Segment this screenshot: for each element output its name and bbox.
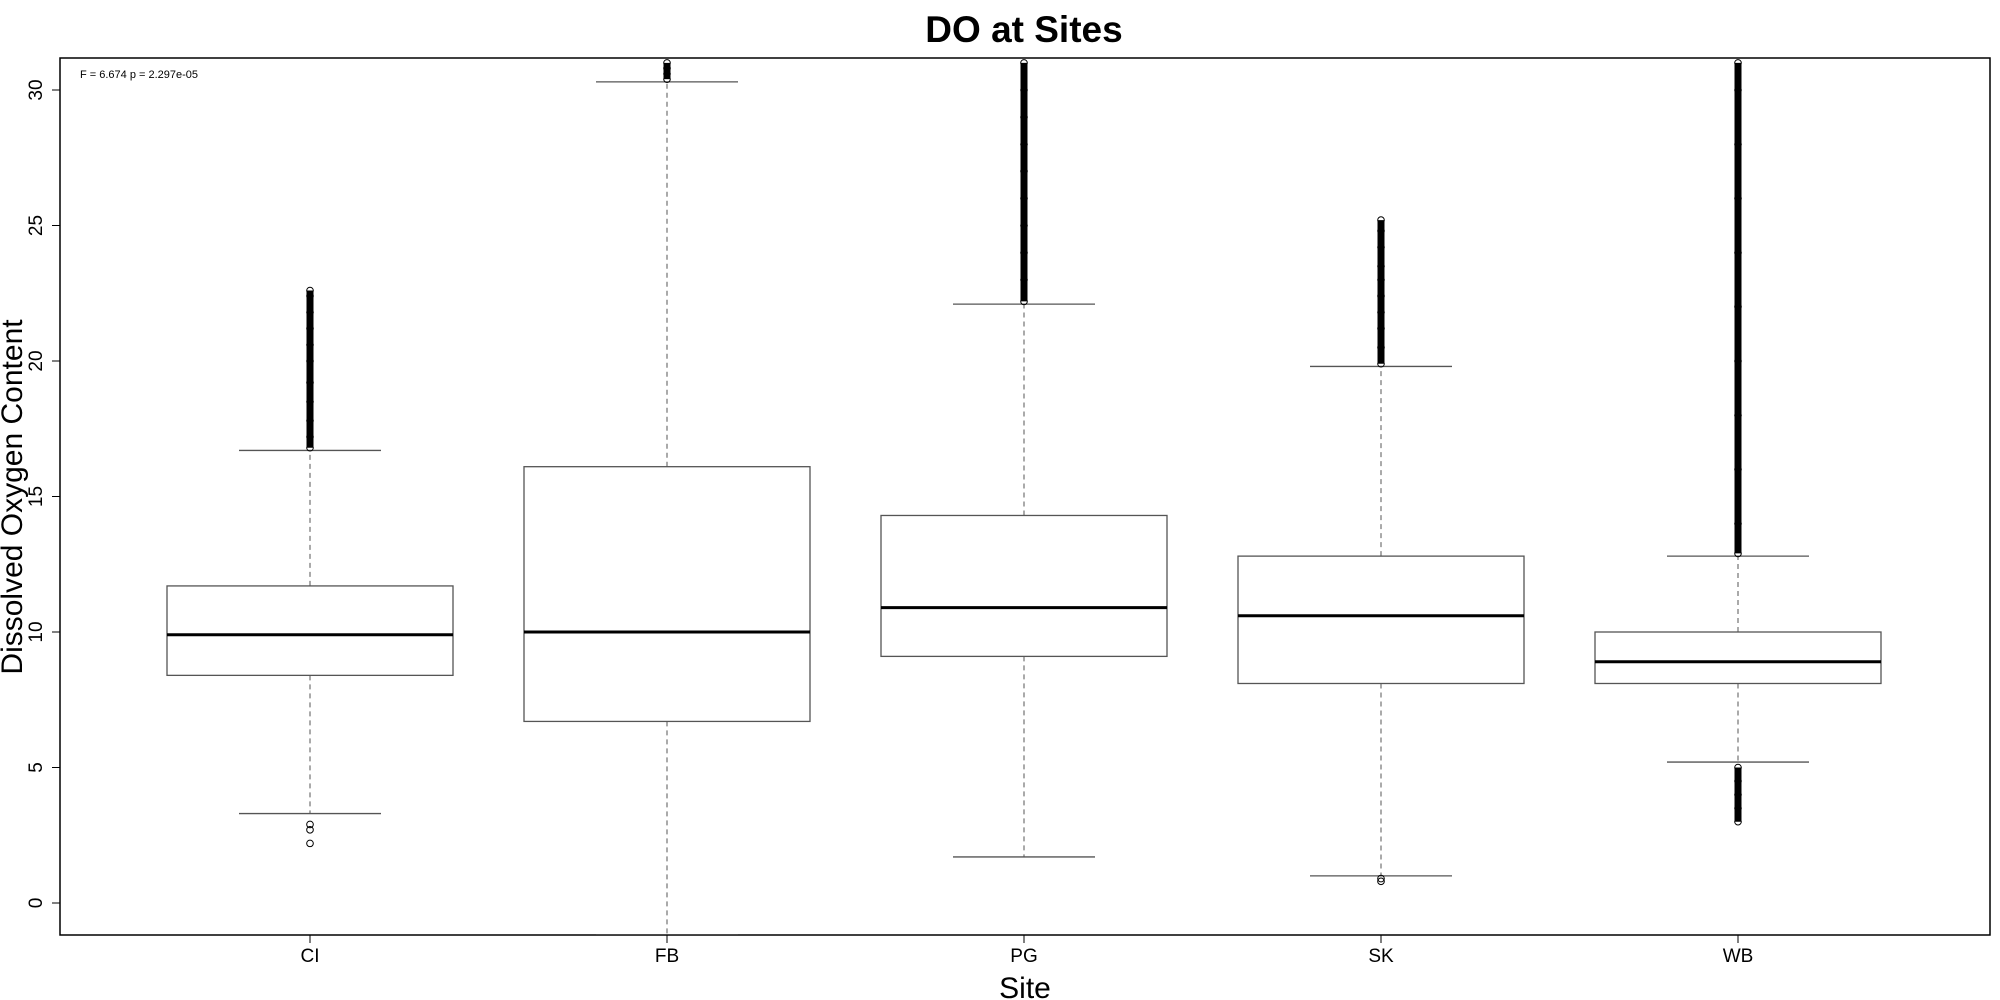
y-tick-label: 20 — [26, 350, 47, 371]
box-fb — [523, 59, 811, 935]
box-pg — [880, 59, 1168, 858]
y-axis-title: Dissolved Oxygen Content — [0, 319, 29, 675]
iqr-box — [1594, 631, 1882, 685]
chart-title: DO at Sites — [925, 9, 1122, 50]
y-tick-label: 30 — [26, 79, 47, 100]
x-tick-label: PG — [1010, 946, 1037, 967]
y-axis: 0 5 10 15 20 25 30 — [26, 79, 61, 909]
y-tick-label: 0 — [26, 898, 47, 909]
x-axis: CI FB PG SK WB — [301, 935, 1754, 967]
box-ci — [166, 286, 454, 848]
x-tick-label: SK — [1368, 946, 1394, 967]
anova-annotation: F = 6.674 p = 2.297e-05 — [80, 69, 198, 81]
outlier-point-low — [1377, 874, 1385, 883]
y-tick-label: 10 — [26, 621, 47, 642]
box-wb — [1594, 59, 1882, 826]
outlier-point-low — [306, 826, 314, 834]
x-tick-label: WB — [1723, 946, 1754, 967]
y-tick-label: 5 — [26, 762, 47, 773]
x-axis-title: Site — [999, 972, 1051, 1000]
iqr-box — [166, 585, 454, 677]
y-tick-label: 25 — [26, 215, 47, 236]
iqr-box — [1237, 555, 1525, 685]
x-tick-label: CI — [301, 946, 320, 967]
outlier-point-low — [306, 839, 314, 848]
x-tick-label: FB — [655, 946, 679, 967]
iqr-box — [523, 466, 811, 723]
y-tick-label: 15 — [26, 486, 47, 507]
box-series — [166, 59, 1882, 935]
box-sk — [1237, 216, 1525, 886]
outlier-point-low — [1377, 877, 1385, 886]
iqr-box — [880, 514, 1168, 658]
outlier-point-low — [306, 820, 314, 829]
